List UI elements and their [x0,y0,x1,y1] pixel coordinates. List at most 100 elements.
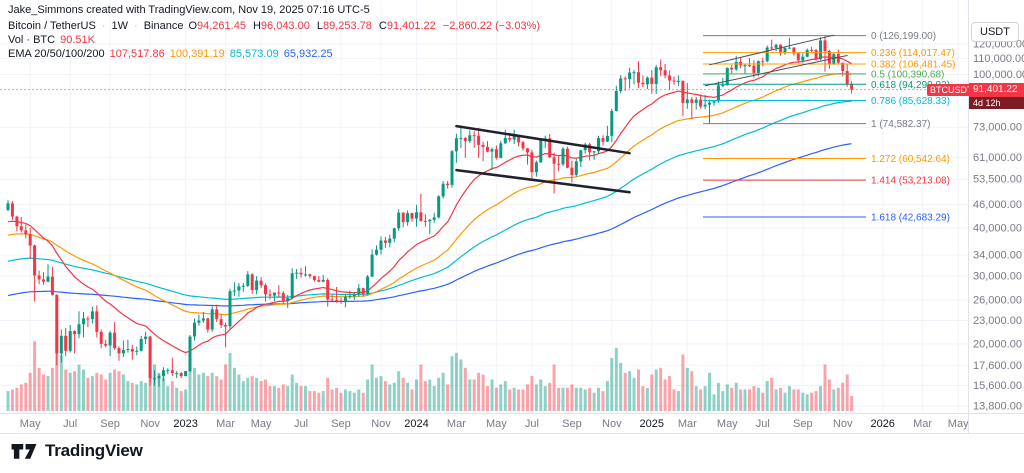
fib-label-0.382: 0.382 (106,481.45) [871,60,956,71]
last-price-badge: 91,401.22 [969,83,1024,97]
svg-text:Sep: Sep [562,418,582,430]
low-letter: L [316,20,323,32]
close-pair: C91,401.22 [379,20,436,32]
interval-label[interactable]: 1W [111,20,129,32]
svg-text:Mar: Mar [678,418,697,430]
high-value: 96,043.00 [260,20,310,32]
svg-text:2025: 2025 [640,418,664,430]
symbol-title[interactable]: Bitcoin / TetherUS [8,20,96,32]
svg-text:Nov: Nov [602,418,622,430]
exchange-label[interactable]: Binance [143,20,184,32]
svg-text:53,500.00: 53,500.00 [973,174,1022,186]
axis-separators [0,0,1024,434]
ema-label[interactable]: EMA 20/50/100/200 [8,48,105,60]
tradingview-wordmark: TradingView [45,441,143,460]
svg-text:110,000.00: 110,000.00 [973,53,1024,65]
svg-text:May: May [251,418,272,430]
svg-text:Mar: Mar [913,418,932,430]
legend: Jake_Simmons created with TradingView.co… [8,4,540,60]
fib-label-1.618: 1.618 (42,683.29) [871,213,950,224]
volume-bars [6,333,854,411]
high-letter: H [252,20,261,32]
ema-legend-row: EMA 20/50/100/200 107,517.86 100,391.19 … [8,48,540,60]
svg-text:61,000.00: 61,000.00 [973,152,1022,164]
ema-100-line [7,100,852,301]
fib-label-0.5: 0.5 (100,390.68) [871,69,944,80]
svg-text:Jul: Jul [63,418,77,430]
attribution: Jake_Simmons created with TradingView.co… [8,4,370,16]
flag-upper-line[interactable] [455,124,631,155]
svg-text:Sep: Sep [793,418,813,430]
open-value: 94,261.45 [197,20,246,32]
fib-retracement: 0 (126,199.00) 0.236 (114,017.47)0.382 (1… [703,31,956,224]
volume-value: 90.51K [60,34,95,46]
svg-text:Jul: Jul [756,418,770,430]
svg-text:Nov: Nov [833,418,853,430]
legend-separator: · [134,20,138,32]
svg-text:May: May [486,418,507,430]
ema20-value: 107,517.86 [109,48,165,60]
low-value: 89,253.78 [322,20,372,32]
price-axis[interactable]: 120,000.00110,000.00100,000.0073,000.006… [973,39,1024,413]
svg-text:2023: 2023 [173,418,197,430]
svg-text:46,000.00: 46,000.00 [973,199,1022,211]
svg-text:73,000.00: 73,000.00 [973,122,1022,134]
tradingview-mark-icon [11,444,37,459]
svg-text:Mar: Mar [447,418,466,430]
open-letter: O [188,20,198,32]
time-axis[interactable]: May Jul Sep Nov 2023 Mar May Jul Sep Nov 2024 Mar Ma… [20,418,969,430]
svg-text:2026: 2026 [870,418,894,430]
symbol-price-flag: BTCUSDT [927,84,976,96]
svg-text:100,000.00: 100,000.00 [973,69,1024,81]
fib-label-0: 0 (126,199.00) [871,31,936,42]
svg-text:2024: 2024 [404,418,428,430]
fib-label-1.272: 1.272 (60,542.64) [871,154,950,165]
fib-label-0.786: 0.786 (85,628.33) [871,96,950,107]
channel-upper-line[interactable] [709,34,835,66]
svg-text:40,000.00: 40,000.00 [973,222,1022,234]
svg-text:15,600.00: 15,600.00 [973,380,1022,392]
change-value: −2,860.22 (−3.03%) [442,20,541,32]
flag-lower-line[interactable] [455,168,631,194]
close-letter: C [378,20,387,32]
svg-text:Jul: Jul [525,418,539,430]
tradingview-logo[interactable]: TradingView [10,440,143,462]
svg-text:20,000.00: 20,000.00 [973,338,1022,350]
currency-toggle-button[interactable]: USDT [971,22,1019,42]
svg-text:13,800.00: 13,800.00 [973,401,1022,413]
volume-legend-row: Vol · BTC 90.51K [8,34,540,46]
bar-countdown-badge: 4d 12h [969,97,1024,109]
svg-text:34,000.00: 34,000.00 [973,250,1022,262]
ema-50-line [7,73,852,316]
ema-200-line [7,143,852,307]
candles [6,35,854,387]
svg-text:May: May [948,418,969,430]
svg-text:Nov: Nov [140,418,160,430]
volume-label[interactable]: Vol · BTC [8,34,56,46]
symbol-legend-row: Bitcoin / TetherUS · 1W · Binance O94,26… [8,20,540,32]
legend-separator: · [101,20,106,32]
svg-text:May: May [717,418,738,430]
channel-lower-line[interactable] [704,55,848,87]
ema-20-line [7,56,852,354]
svg-text:Nov: Nov [371,418,391,430]
svg-text:Mar: Mar [216,418,235,430]
ema50-value: 100,391.19 [169,48,225,60]
fib-label-0.236: 0.236 (114,017.47) [871,48,955,59]
svg-text:Jul: Jul [294,418,308,430]
svg-text:17,600.00: 17,600.00 [973,360,1022,372]
ema100-value: 85,573.09 [229,48,279,60]
svg-text:23,000.00: 23,000.00 [973,315,1022,327]
svg-text:26,000.00: 26,000.00 [973,295,1022,307]
ema200-value: 65,932.25 [283,48,333,60]
fib-label-0.618: 0.618 (94,299.92) [871,80,950,91]
svg-text:Sep: Sep [331,418,351,430]
open-pair: O94,261.45 [188,20,246,32]
close-value: 91,401.22 [386,20,436,32]
high-pair: H96,043.00 [253,20,310,32]
svg-text:Sep: Sep [100,418,120,430]
grid-lines [0,0,968,413]
fib-label-1.414: 1.414 (53,213.08) [871,176,950,187]
svg-text:30,000.00: 30,000.00 [973,271,1022,283]
